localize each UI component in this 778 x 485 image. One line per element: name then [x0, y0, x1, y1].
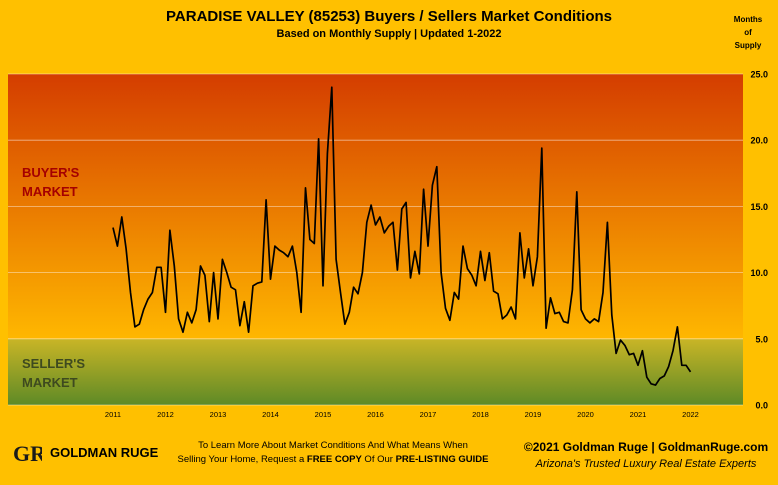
x-tick-label: 2020 [577, 410, 594, 419]
sellers-market-label: SELLER'S MARKET [22, 354, 85, 392]
svg-text:GR: GR [13, 441, 42, 466]
y-tick-label: 15.0 [750, 202, 768, 212]
y-tick-label: 0.0 [755, 401, 768, 411]
x-tick-label: 2018 [472, 410, 489, 419]
months-of-supply-line [112, 86, 692, 386]
page-subtitle: Based on Monthly Supply | Updated 1-2022 [276, 28, 502, 40]
x-tick-label: 2021 [630, 410, 647, 419]
gr-monogram-icon: GR [13, 441, 42, 466]
buyers-market-label: BUYER'S MARKET [22, 163, 79, 201]
cta-line-2: Selling Your Home, Request a FREE COPY O… [177, 454, 489, 465]
sellers-label-line: MARKET [22, 375, 78, 390]
y-unit-line: Months [733, 15, 763, 24]
logo-text: GOLDMAN RUGE [50, 444, 159, 460]
page-title: PARADISE VALLEY (85253) Buyers / Sellers… [166, 8, 612, 25]
cta-bold-guide: PRE-LISTING GUIDE [395, 454, 489, 465]
x-tick-label: 2012 [157, 410, 174, 419]
sellers-label-line: SELLER'S [22, 356, 86, 371]
buyers-label-line: MARKET [22, 184, 78, 199]
cta-bold-free-copy: FREE COPY [306, 454, 362, 465]
x-tick-label: 2013 [210, 410, 227, 419]
y-tick-label: 10.0 [750, 268, 768, 278]
x-tick-label: 2015 [315, 410, 332, 419]
x-tick-label: 2014 [262, 410, 279, 419]
tagline: Arizona's Trusted Luxury Real Estate Exp… [535, 458, 757, 470]
x-tick-label: 2016 [367, 410, 384, 419]
cta-line-1: To Learn More About Market Conditions An… [198, 440, 468, 451]
x-tick-label: 2019 [525, 410, 542, 419]
copyright: ©2021 Goldman Ruge | GoldmanRuge.com [523, 440, 769, 454]
cta-text: To Learn More About Market Conditions An… [168, 439, 498, 467]
y-axis-unit-label: Months of Supply [726, 13, 770, 52]
y-tick-label: 20.0 [750, 136, 768, 146]
buyers-label-line: BUYER'S [22, 165, 80, 180]
sellers-zone [8, 339, 743, 405]
y-unit-line: of [744, 28, 752, 37]
y-tick-label: 25.0 [750, 70, 768, 80]
y-unit-line: Supply [734, 41, 762, 50]
logo: GR GOLDMAN RUGE [12, 436, 158, 468]
x-tick-label: 2011 [105, 410, 121, 419]
x-tick-label: 2017 [420, 410, 437, 419]
y-tick-label: 5.0 [755, 334, 768, 344]
x-tick-label: 2022 [682, 410, 699, 419]
